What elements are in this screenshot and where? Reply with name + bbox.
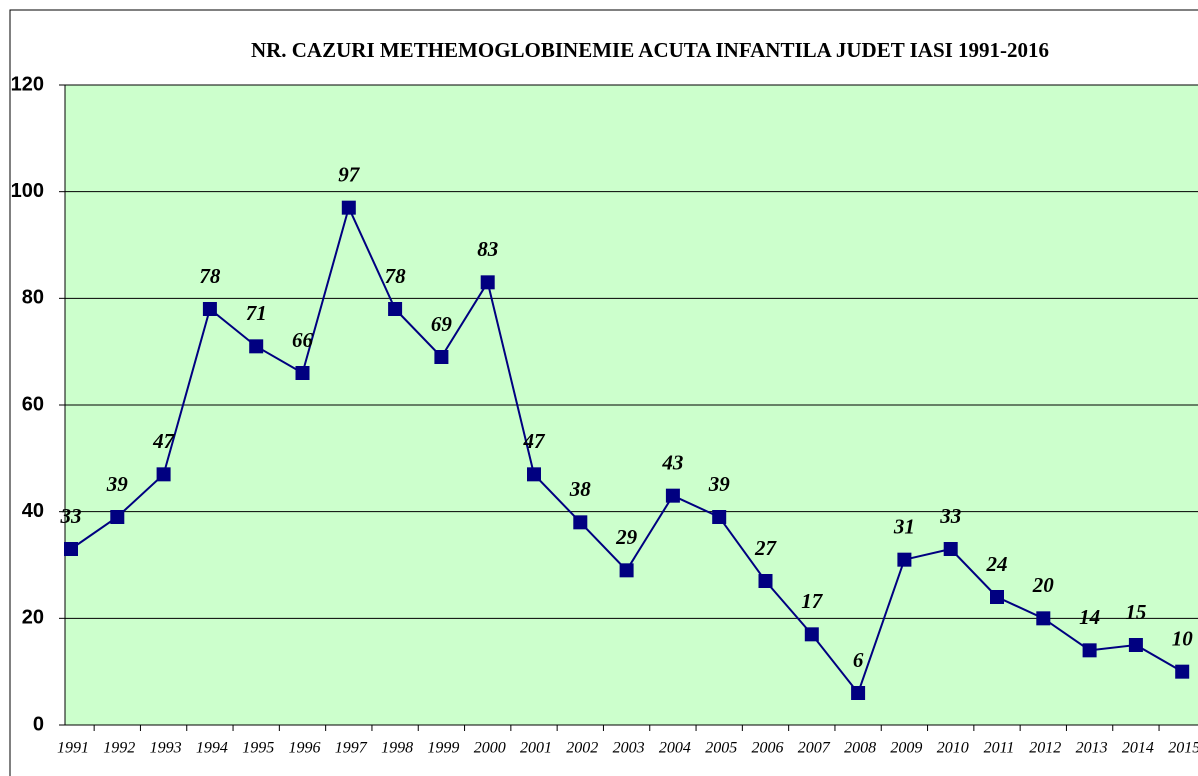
data-label: 97 bbox=[338, 162, 361, 186]
data-label: 69 bbox=[431, 312, 453, 336]
x-tick-label: 1998 bbox=[381, 740, 413, 757]
marker bbox=[758, 574, 773, 588]
data-label: 17 bbox=[801, 589, 824, 613]
marker bbox=[990, 590, 1004, 604]
marker bbox=[480, 275, 495, 290]
x-tick-label: 2009 bbox=[890, 740, 922, 757]
marker bbox=[851, 686, 866, 700]
marker bbox=[434, 350, 449, 364]
marker bbox=[527, 467, 541, 482]
data-label: 78 bbox=[385, 264, 407, 288]
x-tick-label: 1999 bbox=[427, 740, 459, 757]
data-label: 15 bbox=[1125, 600, 1146, 624]
data-label: 39 bbox=[106, 472, 129, 496]
data-label: 20 bbox=[1032, 573, 1055, 597]
data-label: 66 bbox=[292, 328, 314, 352]
x-tick-label: 2011 bbox=[984, 740, 1015, 757]
data-label: 27 bbox=[754, 536, 778, 560]
x-tick-label: 2008 bbox=[844, 740, 876, 757]
data-label: 47 bbox=[523, 429, 547, 453]
marker bbox=[341, 200, 356, 215]
y-tick-label: 0 bbox=[33, 713, 44, 735]
x-tick-label: 2013 bbox=[1076, 740, 1108, 757]
marker bbox=[665, 488, 680, 503]
x-tick-label: 1996 bbox=[289, 740, 321, 757]
y-tick-label: 80 bbox=[22, 287, 44, 309]
chart-title: NR. CAZURI METHEMOGLOBINEMIE ACUTA INFAN… bbox=[251, 38, 1049, 62]
data-label: 71 bbox=[246, 301, 267, 325]
marker bbox=[1175, 664, 1190, 679]
x-tick-label: 2010 bbox=[937, 740, 969, 757]
y-tick-label: 40 bbox=[22, 500, 44, 522]
data-label: 31 bbox=[893, 514, 915, 538]
x-tick-label: 1992 bbox=[103, 740, 135, 757]
data-label: 38 bbox=[569, 477, 592, 501]
data-label: 24 bbox=[986, 552, 1008, 576]
marker bbox=[897, 552, 912, 567]
x-tick-label: 2004 bbox=[659, 740, 691, 757]
x-tick-label: 2001 bbox=[520, 740, 552, 757]
x-tick-label: 2003 bbox=[613, 740, 645, 757]
x-tick-label: 1995 bbox=[242, 740, 274, 757]
x-tick-label: 2012 bbox=[1029, 740, 1061, 757]
marker bbox=[943, 542, 958, 556]
marker bbox=[1082, 643, 1097, 658]
data-label: 43 bbox=[661, 450, 683, 474]
data-label: 33 bbox=[939, 504, 961, 528]
x-tick-label: 1993 bbox=[150, 740, 182, 757]
marker bbox=[712, 510, 727, 524]
marker bbox=[804, 627, 819, 642]
data-label: 78 bbox=[199, 264, 221, 288]
y-tick-label: 60 bbox=[22, 393, 44, 415]
y-tick-label: 120 bbox=[11, 73, 44, 95]
marker bbox=[295, 366, 310, 380]
data-label: 14 bbox=[1079, 605, 1100, 629]
x-tick-label: 1997 bbox=[335, 740, 368, 757]
data-label: 47 bbox=[152, 429, 176, 453]
data-label: 29 bbox=[615, 525, 638, 549]
x-tick-label: 2007 bbox=[798, 740, 831, 757]
marker bbox=[156, 467, 171, 482]
marker bbox=[202, 302, 217, 316]
marker bbox=[64, 542, 78, 556]
marker bbox=[1036, 611, 1051, 626]
x-tick-label: 2005 bbox=[705, 740, 737, 757]
x-tick-label: 2000 bbox=[474, 740, 506, 757]
marker bbox=[388, 302, 403, 316]
data-label: 83 bbox=[477, 237, 498, 261]
marker bbox=[619, 563, 634, 578]
x-tick-label: 2014 bbox=[1122, 740, 1154, 757]
marker bbox=[110, 510, 125, 524]
x-tick-label: 1994 bbox=[196, 740, 228, 757]
x-tick-label: 2006 bbox=[752, 740, 784, 757]
x-tick-label: 2015 bbox=[1168, 740, 1198, 757]
y-tick-label: 20 bbox=[22, 607, 44, 629]
marker bbox=[573, 515, 588, 530]
data-label: 10 bbox=[1172, 626, 1194, 650]
marker bbox=[249, 339, 264, 354]
data-label: 6 bbox=[853, 648, 864, 672]
x-tick-label: 2002 bbox=[566, 740, 598, 757]
x-tick-label: 1991 bbox=[57, 740, 89, 757]
data-label: 33 bbox=[60, 504, 82, 528]
y-tick-label: 100 bbox=[11, 180, 44, 202]
data-label: 39 bbox=[708, 472, 731, 496]
marker bbox=[1128, 638, 1143, 652]
